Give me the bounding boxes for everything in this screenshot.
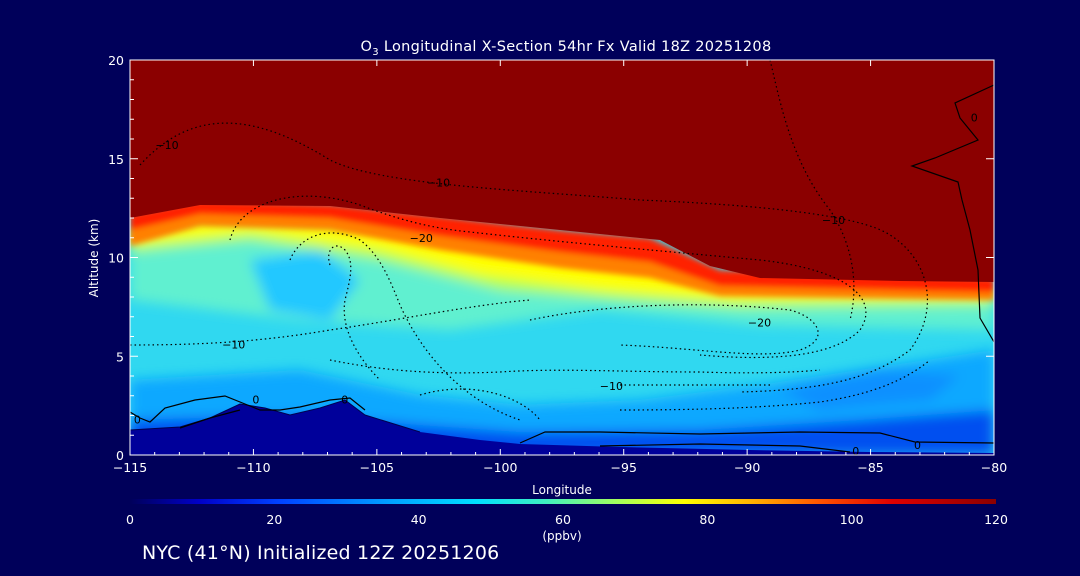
colorbar-ticks: 0 20 40 60 80 100 120 bbox=[126, 512, 1008, 527]
contour-zero-line bbox=[599, 443, 851, 453]
contour-line bbox=[419, 388, 541, 421]
contour-line bbox=[139, 122, 929, 393]
x-tick-label: −115 bbox=[113, 460, 147, 475]
x-tick-label: −95 bbox=[611, 460, 637, 475]
zero-contours bbox=[130, 84, 994, 453]
contour-label: −20 bbox=[410, 232, 433, 245]
contour-label: 0 bbox=[252, 394, 259, 407]
y-tick-label: 5 bbox=[116, 349, 124, 364]
colorbar-tick-label: 60 bbox=[555, 512, 571, 527]
x-tick-label: −105 bbox=[360, 460, 394, 475]
y-tick-label: 15 bbox=[108, 152, 124, 167]
x-tick-label: −90 bbox=[734, 460, 760, 475]
colorbar-tick-label: 100 bbox=[840, 512, 864, 527]
contour-label: −10 bbox=[155, 139, 178, 152]
contour-zero-line bbox=[910, 84, 994, 343]
contour-label: −10 bbox=[427, 176, 450, 189]
contour-label-layer: −10 −10 −10 −20 −20 −10 −10 0 0 0 0 0 0 bbox=[134, 111, 978, 458]
footer-caption: NYC (41°N) Initialized 12Z 20251206 bbox=[142, 542, 500, 564]
colorbar-tick-label: 120 bbox=[984, 512, 1008, 527]
contour-label: −10 bbox=[822, 214, 845, 227]
y-tick-label: 20 bbox=[108, 53, 124, 68]
contour-line bbox=[328, 245, 381, 381]
colorbar-tick-label: 40 bbox=[411, 512, 427, 527]
stratosphere-field bbox=[130, 60, 994, 282]
colorbar-tick-label: 20 bbox=[266, 512, 282, 527]
x-axis-label: Longitude bbox=[532, 483, 592, 497]
terrain-mask bbox=[130, 400, 994, 455]
contour-label: 0 bbox=[852, 445, 859, 458]
contour-line bbox=[229, 195, 867, 359]
chart-title: O3 Longitudinal X-Section 54hr Fx Valid … bbox=[361, 39, 772, 58]
y-axis: 0 5 10 15 20 bbox=[108, 53, 994, 463]
contour-zero-line bbox=[179, 409, 241, 429]
colorbar-unit-label: (ppbv) bbox=[542, 529, 581, 543]
x-axis: −115 −110 −105 −100 −95 −90 −85 −80 bbox=[113, 60, 1007, 475]
y-tick-label: 0 bbox=[116, 448, 124, 463]
plot-area: −10 −10 −10 −20 −20 −10 −10 0 0 0 0 0 0 bbox=[130, 60, 994, 458]
contour-label: −20 bbox=[748, 317, 771, 330]
contour-line bbox=[769, 60, 855, 321]
contour-label: −10 bbox=[600, 380, 623, 393]
colorbar-tick-label: 80 bbox=[699, 512, 715, 527]
x-tick-label: −110 bbox=[236, 460, 270, 475]
contour-label: 0 bbox=[134, 413, 141, 426]
ozone-anomaly-contours bbox=[130, 60, 931, 421]
x-tick-label: −100 bbox=[483, 460, 517, 475]
y-axis-label: Altitude (km) bbox=[87, 219, 101, 298]
tropopause-red bbox=[130, 200, 994, 292]
colorbar bbox=[130, 499, 996, 504]
contour-label: 0 bbox=[341, 394, 348, 407]
contour-zero-line bbox=[130, 395, 366, 423]
contour-line bbox=[329, 359, 821, 374]
contour-label: −10 bbox=[222, 338, 245, 351]
contour-label: 0 bbox=[971, 111, 978, 124]
aqua-pocket bbox=[250, 250, 360, 320]
x-tick-label: −85 bbox=[857, 460, 883, 475]
contour-label: 0 bbox=[914, 439, 921, 452]
x-tick-label: −80 bbox=[981, 460, 1007, 475]
colorbar-tick-label: 0 bbox=[126, 512, 134, 527]
aqua-pocket-east bbox=[780, 370, 960, 410]
y-tick-label: 10 bbox=[108, 251, 124, 266]
contour-zero-line bbox=[519, 431, 994, 444]
